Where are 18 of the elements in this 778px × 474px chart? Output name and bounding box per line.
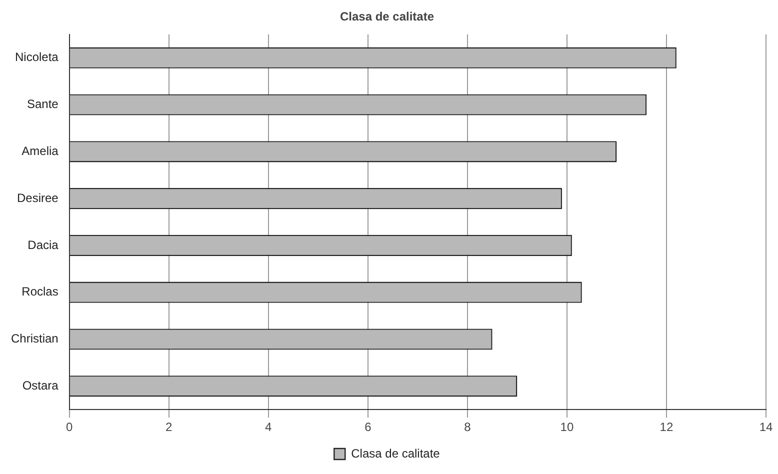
x-tick-label: 14 [759, 420, 773, 434]
y-tick-label: Amelia [22, 144, 59, 158]
y-tick-label: Ostara [22, 378, 59, 392]
chart-title: Clasa de calitate [340, 10, 434, 24]
y-tick-label: Nicoleta [14, 50, 59, 64]
legend-label: Clasa de calitate [351, 446, 440, 460]
x-tick-label: 12 [660, 420, 674, 434]
y-tick-label: Desiree [16, 190, 59, 205]
y-tick-label: Sante [26, 97, 59, 112]
x-tick-label: 4 [265, 420, 272, 434]
x-tick-label: 6 [364, 420, 372, 434]
x-tick-label: 2 [166, 420, 173, 434]
y-tick-label: Dacia [28, 238, 59, 252]
x-tick-label: 10 [560, 420, 574, 434]
x-tick-label: 8 [464, 420, 472, 434]
x-tick-label: 0 [66, 420, 74, 434]
y-tick-label: Roclas [22, 284, 58, 299]
y-tick-label: Christian [10, 332, 58, 346]
